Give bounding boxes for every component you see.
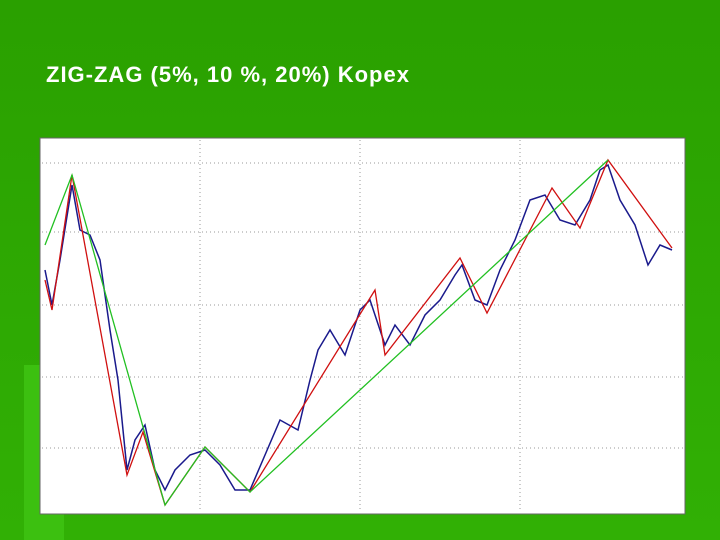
series-line	[44, 158, 673, 507]
grid	[42, 140, 683, 512]
series-group	[44, 158, 673, 507]
slide-title: ZIG-ZAG (5%, 10 %, 20%) Kopex	[46, 62, 410, 87]
series-line	[44, 159, 609, 507]
plot-area	[39, 137, 686, 515]
series-line	[44, 163, 673, 492]
